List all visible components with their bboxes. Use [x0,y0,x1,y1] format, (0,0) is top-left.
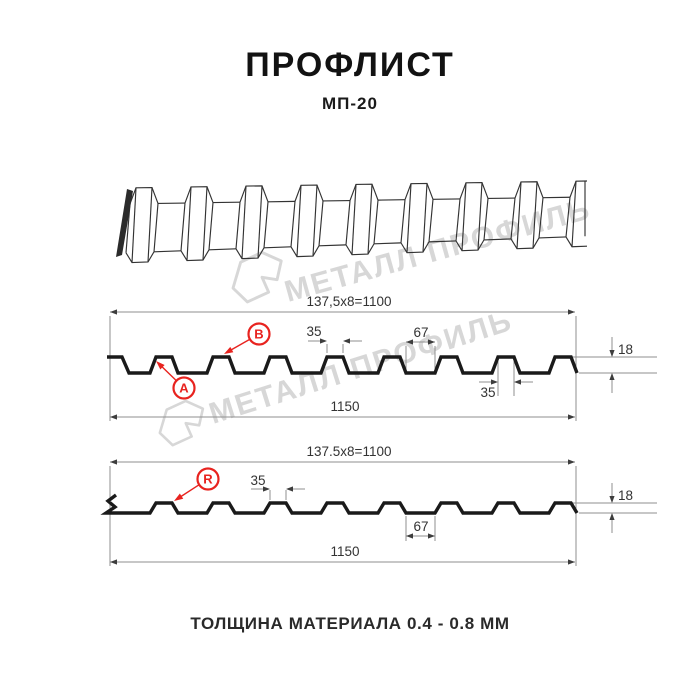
marker-a-letter: A [179,381,189,396]
perspective-view [116,180,587,264]
page-header: ПРОФЛИСТ МП-20 [0,46,700,114]
marker-a: A [156,361,196,400]
dim-valley-a: 67 [413,325,428,340]
dim-height-a: 18 [618,342,633,357]
section-view-r: 137.5x8=1100 1150 35 67 18 R [100,444,657,566]
page-title: ПРОФЛИСТ [245,46,455,84]
profile-model-name: МП-20 [322,94,378,113]
dim-pitch-a: 137,5x8=1100 [307,294,392,309]
marker-r: R [174,467,220,501]
brand-watermark-upper: МЕТАЛЛ ПРОФИЛЬ [231,192,595,309]
dim-rib-top-a: 35 [306,324,321,339]
marker-b: B [224,322,271,354]
section-view-a: 137,5x8=1100 1150 35 67 35 18 A B [107,294,657,421]
dim-rib-top-bottom-a: 35 [480,385,495,400]
brand-watermark-lower: МЕТАЛЛ ПРОФИЛЬ [158,304,517,447]
thickness-note: ТОЛЩИНА МАТЕРИАЛА 0.4 - 0.8 ММ [190,614,510,633]
dim-rib-top-r: 35 [250,473,265,488]
dim-overall-r: 1150 [330,544,359,559]
dim-overall-a: 1150 [330,399,359,414]
dim-pitch-r: 137.5x8=1100 [307,444,392,459]
marker-b-letter: B [254,327,263,342]
dim-height-r: 18 [618,488,633,503]
brand-watermark-upper-text: МЕТАЛЛ ПРОФИЛЬ [281,192,595,308]
marker-r-letter: R [203,472,213,487]
brand-watermark-lower-text: МЕТАЛЛ ПРОФИЛЬ [205,304,516,431]
dim-valley-r: 67 [413,519,428,534]
